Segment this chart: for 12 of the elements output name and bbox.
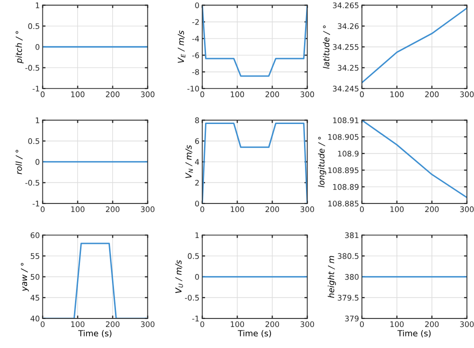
y-axis-title: yaw / ° <box>20 263 29 292</box>
x-axis-title: Time (s) <box>238 330 271 338</box>
x-axis-title: Time (s) <box>397 330 431 338</box>
y-axis-title: height / m <box>328 256 336 298</box>
x-axis-title: Time (s) <box>78 330 112 338</box>
y-axis-title: V$_{E}$ / m/s <box>178 30 186 63</box>
y-axis-title: roll / ° <box>16 150 23 174</box>
y-axis-title: V$_{N}$ / m/s <box>185 145 193 178</box>
y-axis-title: latitude / ° <box>322 26 330 69</box>
y-axis-title: pitch / ° <box>16 31 24 64</box>
y-axis-title: V$_{U}$ / m/s <box>175 260 183 293</box>
y-axis-title: longitude / ° <box>318 136 326 188</box>
